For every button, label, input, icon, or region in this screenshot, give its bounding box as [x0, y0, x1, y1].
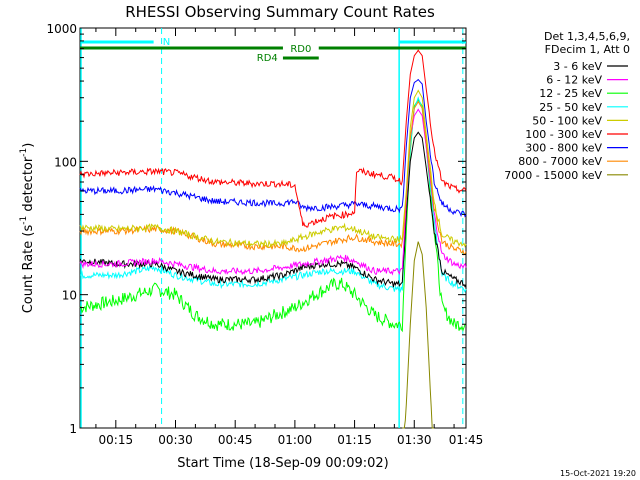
series-line: [79, 131, 467, 288]
legend: Det 1,3,4,5,6,9,FDecim 1, Att 0 3 - 6 keV…: [504, 30, 630, 182]
x-tick-label: 01:15: [337, 433, 372, 447]
series-line: [79, 108, 467, 276]
plot-frame: [79, 27, 467, 429]
x-tick-label: 01:30: [397, 433, 432, 447]
series-line: [79, 89, 467, 249]
legend-label: 800 - 7000 keV: [518, 155, 602, 168]
legend-label: 3 - 6 keV: [553, 60, 602, 73]
legend-label: 6 - 12 keV: [546, 74, 602, 87]
legend-label: 50 - 100 keV: [532, 114, 602, 127]
x-tick-label: 00:15: [99, 433, 134, 447]
legend-header: FDecim 1, Att 0: [545, 43, 630, 56]
x-tick-label: 01:45: [449, 433, 484, 447]
observing-bars: N RD0 RD4: [80, 28, 466, 428]
x-tick-label: 01:00: [278, 433, 313, 447]
x-tick-label: 00:30: [158, 433, 193, 447]
legend-label: 12 - 25 keV: [539, 87, 602, 100]
night-label: N: [163, 37, 170, 48]
x-tick-label: 00:45: [218, 433, 253, 447]
chart-title: RHESSI Observing Summary Count Rates: [125, 3, 435, 21]
series-line: [79, 49, 467, 228]
legend-label: 100 - 300 keV: [525, 128, 602, 141]
x-axis-label: Start Time (18-Sep-09 00:09:02): [177, 456, 388, 471]
legend-label: 25 - 50 keV: [539, 101, 602, 114]
series-line: [79, 78, 467, 218]
rd4-label: RD4: [257, 53, 278, 64]
legend-label: 300 - 800 keV: [525, 142, 602, 155]
legend-header: Det 1,3,4,5,6,9,: [544, 30, 630, 43]
series-group: [79, 49, 467, 429]
y-tick-label: 1000: [46, 22, 77, 36]
timestamp-label: 15-Oct-2021 19:20: [560, 469, 636, 478]
legend-label: 7000 - 15000 keV: [504, 169, 602, 182]
y-axis-label: Count Rate (s-1 detector-1): [19, 143, 36, 314]
y-tick-label: 100: [54, 155, 77, 169]
series-line: [402, 241, 435, 429]
axes-group: 00:15 00:30 00:45 01:00 01:15 01:30 01:45 1 10 10…: [46, 22, 483, 447]
y-tick-label: 10: [62, 289, 77, 303]
y-tick-label: 1: [69, 422, 77, 436]
series-line: [80, 96, 467, 294]
series-line: [79, 98, 467, 333]
rd0-label: RD0: [290, 44, 311, 55]
